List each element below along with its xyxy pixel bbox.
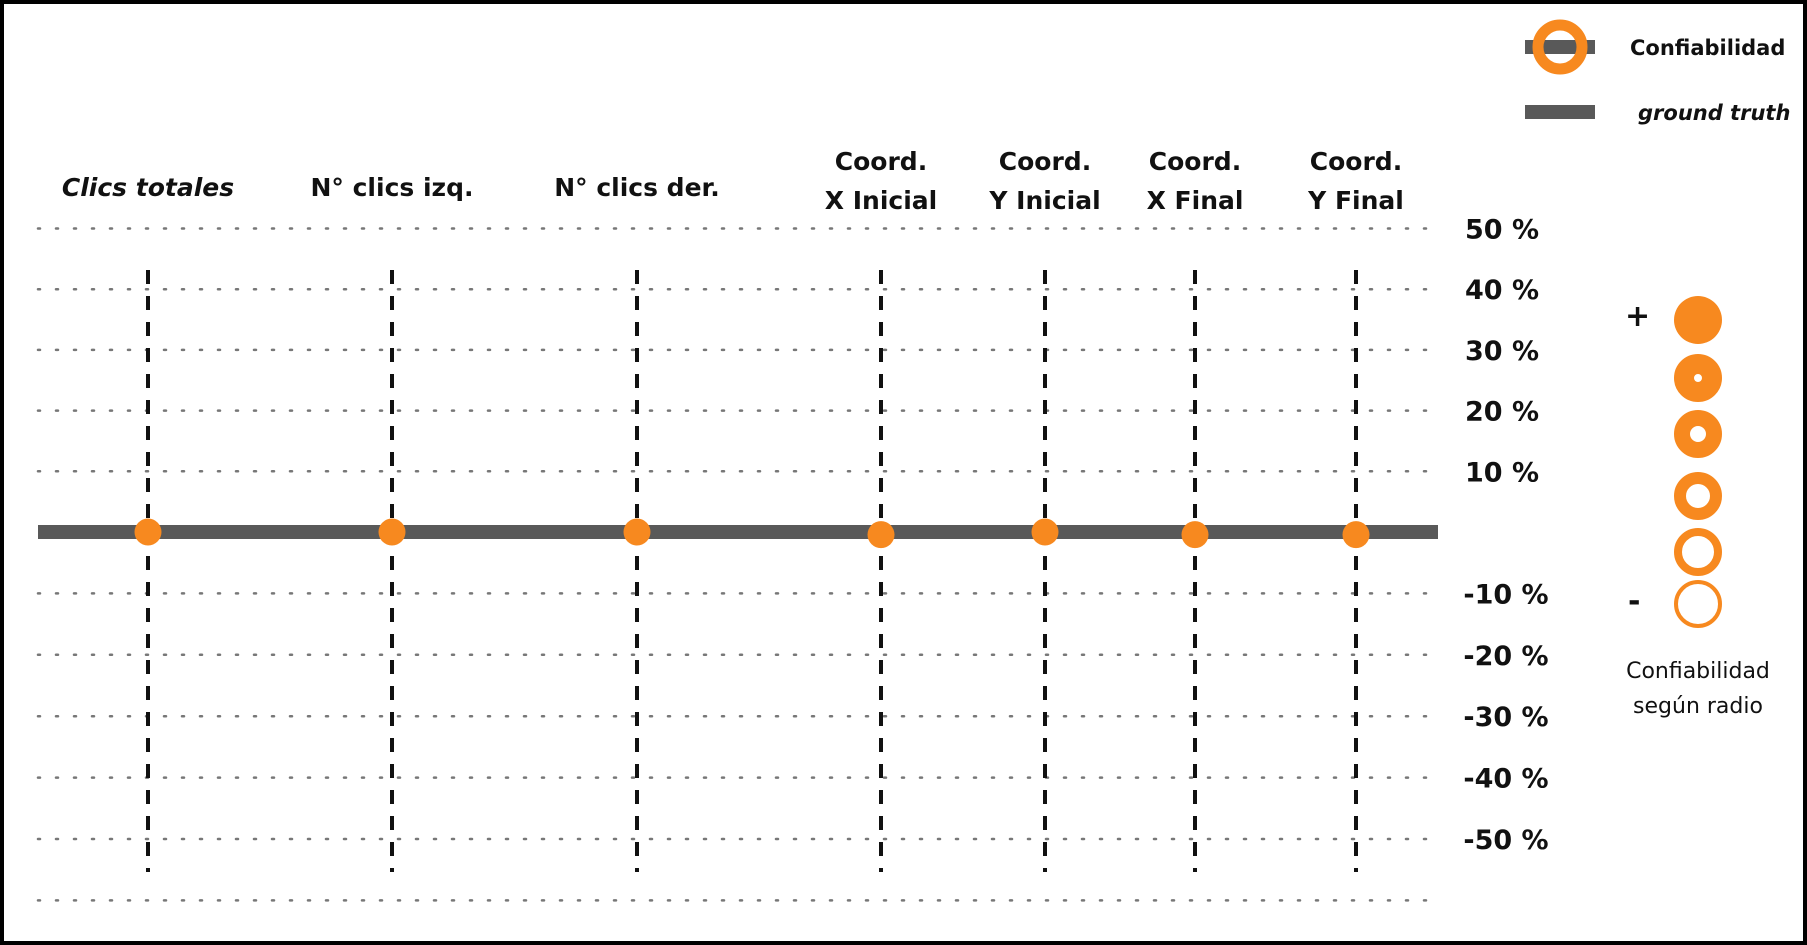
scale-caption-line-2: según radio (1633, 694, 1763, 719)
y-axis-ticks: 50 % 40 % 30 % 20 % 10 % -10 % -20 % -30 % -40 %… (1463, 215, 1548, 857)
category-label: Coord. (835, 147, 927, 176)
y-tick-label: -30 % (1463, 702, 1548, 733)
legend-label-confiabilidad: Confiabilidad (1630, 36, 1785, 60)
category-label: Coord. (1310, 147, 1402, 176)
data-point (1031, 518, 1059, 546)
y-tick-label: -50 % (1463, 825, 1548, 856)
category-label: Y Inicial (988, 186, 1100, 215)
category-label: X Inicial (825, 186, 937, 215)
data-point (1342, 521, 1370, 549)
scale-circle (1674, 528, 1722, 576)
grid-layer (36, 227, 1440, 902)
y-tick-label: -40 % (1463, 764, 1548, 795)
data-point (623, 518, 651, 546)
scale-plus-sign: + (1625, 299, 1650, 334)
scale-circle (1674, 472, 1722, 520)
category-label: X Final (1147, 186, 1244, 215)
scale-circle (1674, 410, 1722, 458)
category-label: Coord. (1149, 147, 1241, 176)
category-labels: Clics totales N° clics izq. N° clics der. C… (62, 147, 1404, 215)
category-guides (146, 270, 1358, 872)
category-label: Y Final (1307, 186, 1404, 215)
category-label: Clics totales (62, 173, 234, 202)
data-point (867, 521, 895, 549)
category-label: Coord. (999, 147, 1091, 176)
scale-circle (1674, 296, 1722, 344)
y-tick-label: 50 % (1465, 215, 1539, 246)
y-tick-label: -20 % (1463, 641, 1548, 672)
legend-confidence-ring (1532, 19, 1588, 75)
data-point (1181, 521, 1209, 549)
y-tick-label: 10 % (1465, 457, 1539, 488)
scale-circle (1674, 580, 1722, 628)
scale-circles (1674, 296, 1722, 628)
y-tick-label: -10 % (1463, 579, 1548, 610)
data-point (378, 518, 406, 546)
scale-circle (1674, 354, 1722, 402)
scale-minus-sign: - (1628, 584, 1640, 619)
data-points (134, 518, 1370, 549)
legend-label-ground-truth: ground truth (1638, 101, 1790, 125)
data-point (134, 518, 162, 546)
y-tick-label: 30 % (1465, 336, 1539, 367)
legend: Confiabilidad ground truth (1525, 19, 1790, 125)
category-label: N° clics izq. (310, 173, 473, 202)
category-label: N° clics der. (554, 173, 720, 202)
y-tick-label: 20 % (1465, 397, 1539, 428)
scale-caption-line-1: Confiabilidad (1626, 659, 1770, 684)
confidence-radius-scale: + - Confiabilidad según radio (1625, 296, 1770, 719)
y-tick-label: 40 % (1465, 275, 1539, 306)
